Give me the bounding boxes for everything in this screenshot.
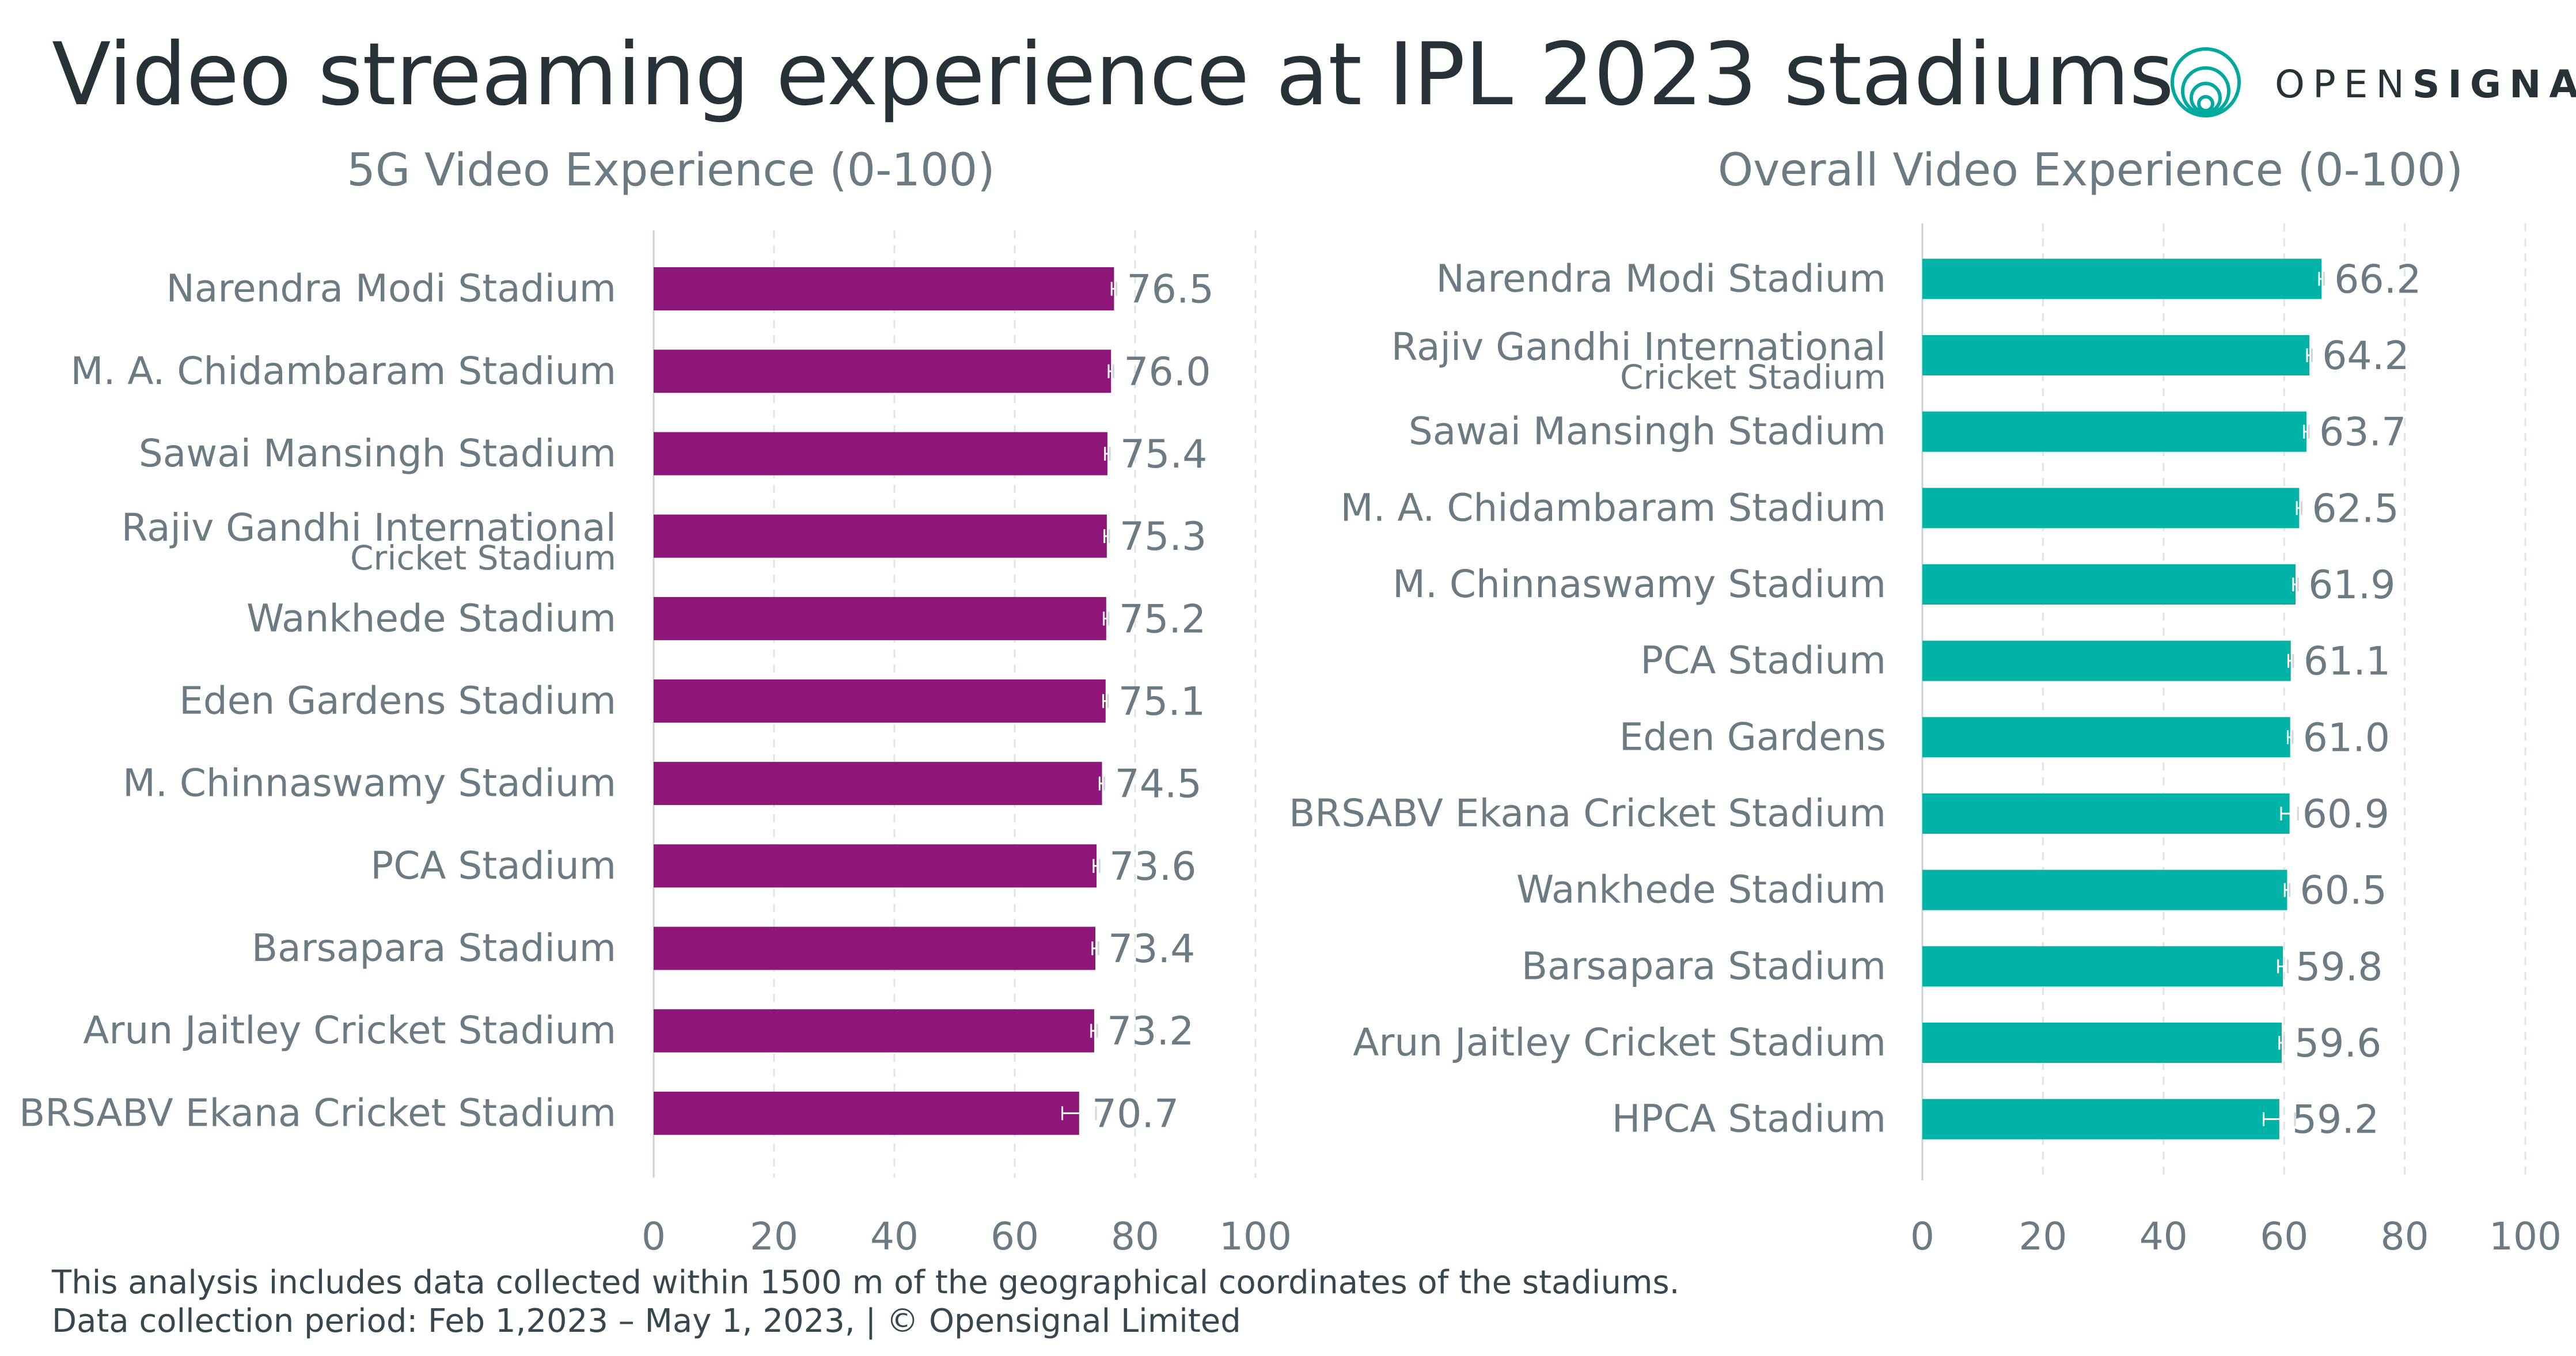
- footnote-period: Data collection period: Feb 1,2023 – May…: [52, 1302, 1241, 1340]
- bar: [654, 679, 1106, 723]
- category-label: Eden Gardens Stadium: [179, 679, 616, 723]
- x-tick-label: 40: [870, 1214, 919, 1259]
- bar: [654, 350, 1111, 393]
- x-tick-label: 60: [991, 1214, 1039, 1259]
- data-label: 61.9: [2308, 563, 2395, 608]
- data-label: 74.5: [1115, 762, 1202, 807]
- category-label: Eden Gardens: [1619, 715, 1886, 759]
- data-label: 73.6: [1109, 844, 1196, 890]
- bar: [654, 926, 1096, 970]
- category-label: Arun Jaitley Cricket Stadium: [83, 1008, 616, 1053]
- bar: [1922, 640, 2291, 681]
- data-label: 75.4: [1120, 432, 1207, 477]
- bar: [1922, 411, 2306, 452]
- opensignal-wordmark: OPENSIGNAL: [2275, 62, 2576, 107]
- bar: [1922, 946, 2283, 987]
- x-tick-label: 0: [642, 1214, 666, 1259]
- bar: [654, 514, 1107, 558]
- bar: [654, 762, 1102, 806]
- bar: [654, 267, 1114, 311]
- category-label: M. A. Chidambaram Stadium: [71, 349, 617, 393]
- bar: [654, 1091, 1079, 1135]
- category-label: Arun Jaitley Cricket Stadium: [1353, 1020, 1886, 1065]
- opensignal-logo-icon: [2171, 47, 2241, 117]
- bar: [1922, 1099, 2279, 1140]
- data-label: 76.0: [1124, 350, 1211, 395]
- bar: [1922, 793, 2290, 834]
- x-tick-label: 80: [1111, 1214, 1159, 1259]
- data-label: 59.6: [2294, 1021, 2381, 1066]
- bar: [654, 1009, 1094, 1053]
- data-label: 61.0: [2303, 715, 2390, 761]
- category-label: BRSABV Ekana Cricket Stadium: [1289, 791, 1886, 835]
- x-tick-label: 20: [2019, 1214, 2067, 1259]
- x-tick-label: 80: [2381, 1214, 2429, 1259]
- category-label: Narendra Modi Stadium: [1436, 256, 1887, 301]
- bar: [1922, 335, 2310, 375]
- chart-title: 5G Video Experience (0-100): [347, 145, 995, 196]
- data-label: 60.9: [2302, 792, 2389, 837]
- data-label: 76.5: [1126, 267, 1213, 313]
- category-label: Rajiv Gandhi International Cricket Stadiu…: [122, 506, 616, 578]
- data-label: 75.3: [1120, 514, 1207, 560]
- category-label: Wankhede Stadium: [1516, 868, 1886, 912]
- category-label: Wankhede Stadium: [246, 596, 616, 640]
- x-tick-label: 0: [1910, 1214, 1934, 1259]
- x-tick-label: 100: [1219, 1214, 1292, 1259]
- data-label: 75.1: [1118, 679, 1205, 725]
- category-label: Rajiv Gandhi International Cricket Stadiu…: [1391, 325, 1886, 397]
- data-label: 63.7: [2319, 410, 2406, 455]
- category-label: PCA Stadium: [370, 844, 616, 888]
- bar: [1922, 1023, 2282, 1063]
- data-label: 61.1: [2304, 639, 2391, 685]
- bar: [1922, 259, 2322, 299]
- category-label: BRSABV Ekana Cricket Stadium: [19, 1091, 616, 1135]
- page-title: Video streaming experience at IPL 2023 s…: [52, 25, 2174, 125]
- category-label: Barsapara Stadium: [252, 926, 616, 970]
- x-tick-label: 20: [750, 1214, 798, 1259]
- data-label: 73.2: [1107, 1009, 1194, 1054]
- footnote-coverage: This analysis includes data collected wi…: [52, 1264, 1680, 1301]
- data-label: 73.4: [1108, 926, 1195, 972]
- data-label: 75.2: [1119, 597, 1206, 642]
- x-tick-label: 40: [2139, 1214, 2188, 1259]
- chart-title: Overall Video Experience (0-100): [1718, 145, 2463, 196]
- x-tick-label: 60: [2260, 1214, 2308, 1259]
- bar: [654, 432, 1107, 476]
- data-label: 60.5: [2300, 868, 2387, 914]
- category-label: HPCA Stadium: [1612, 1097, 1886, 1141]
- x-tick-label: 100: [2489, 1214, 2562, 1259]
- bar: [1922, 869, 2287, 910]
- bar: [1922, 488, 2300, 529]
- category-label: Narendra Modi Stadium: [166, 267, 617, 311]
- category-label: Barsapara Stadium: [1522, 944, 1886, 988]
- bar: [1922, 564, 2296, 605]
- category-label: Sawai Mansingh Stadium: [1409, 409, 1886, 454]
- bar: [654, 597, 1106, 640]
- bar: [1922, 717, 2290, 758]
- data-label: 70.7: [1092, 1091, 1179, 1137]
- data-label: 66.2: [2334, 257, 2421, 302]
- category-label: M. Chinnaswamy Stadium: [1393, 562, 1886, 606]
- data-label: 64.2: [2322, 333, 2409, 379]
- category-label: M. Chinnaswamy Stadium: [123, 761, 616, 806]
- data-label: 59.8: [2296, 944, 2382, 990]
- data-label: 59.2: [2292, 1097, 2379, 1143]
- category-label: M. A. Chidambaram Stadium: [1341, 485, 1887, 530]
- category-label: PCA Stadium: [1640, 639, 1886, 683]
- bar: [654, 844, 1097, 888]
- data-label: 62.5: [2312, 486, 2399, 531]
- category-label: Sawai Mansingh Stadium: [139, 431, 616, 476]
